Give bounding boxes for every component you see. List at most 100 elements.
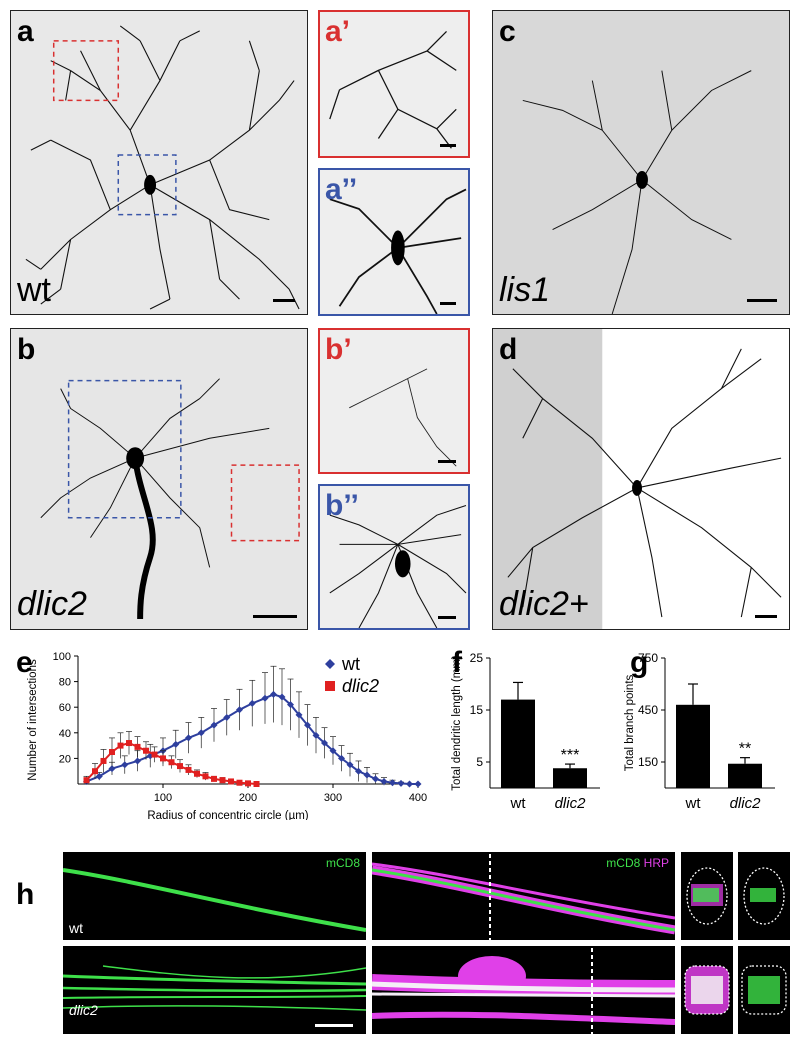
y-tick-label: 750 [638, 651, 658, 665]
data-point-wt [346, 761, 354, 769]
neuron-dlic2-image [11, 329, 307, 629]
y-tick-label: 150 [638, 755, 658, 769]
data-point-dlic2 [134, 743, 141, 750]
data-point-dlic2 [151, 751, 158, 758]
neuron-wt-image [11, 11, 307, 314]
scale-bar [273, 299, 295, 302]
y-tick-label: 40 [59, 728, 71, 740]
wt-row-label: wt [69, 920, 83, 936]
panel-label-b: b [17, 333, 36, 366]
genotype-label-dlic2-rescue: dlic2+ [499, 585, 589, 623]
scale-bar [755, 615, 777, 618]
data-point-wt [380, 777, 388, 785]
panel-a-double-prime-image: a’’ [318, 168, 470, 316]
data-point-wt [223, 713, 231, 721]
x-tick-label: 400 [409, 792, 427, 804]
panel-b-double-prime-image: b’’ [318, 484, 470, 630]
mcd8-channel-label: mCD8 [325, 856, 360, 870]
panel-c-image: c lis1 [492, 10, 790, 315]
data-point-dlic2 [228, 778, 234, 785]
data-point-dlic2 [185, 766, 192, 773]
data-point-wt [134, 757, 141, 765]
sholl-chart: 20 40 60 80 100 100 200 300 400 Radius of concent… [27, 651, 427, 820]
panel-a-prime-image: a’ [318, 10, 470, 158]
panel-b-prime-image: b’ [318, 328, 470, 474]
data-point-dlic2 [253, 781, 260, 787]
data-point-dlic2 [211, 775, 217, 782]
data-point-dlic2 [219, 777, 226, 784]
data-point-wt [121, 761, 129, 769]
bar-wt [676, 704, 710, 788]
data-point-wt [363, 771, 371, 779]
data-point-wt [185, 734, 192, 742]
wt-merge-image: mCD8 HRP [372, 852, 675, 940]
zoom-blue-dlic2 [320, 486, 468, 628]
wt-cross-section-mcd8 [738, 852, 790, 940]
x-tick-label: 200 [239, 792, 257, 804]
panel-label-a-prime: a’ [325, 15, 351, 48]
data-point-wt [287, 701, 294, 709]
data-point-wt [406, 780, 413, 788]
data-point-dlic2 [92, 768, 98, 775]
data-point-wt [108, 765, 116, 773]
y-axis-label: Total dendritic length (mm) [451, 655, 463, 791]
panel-label-b-prime: b’ [325, 333, 352, 366]
panel-label-h: h [16, 878, 35, 911]
neuron-lis1-image [493, 11, 789, 314]
mcd8-channel-label: mCD8 [606, 856, 641, 870]
bar-wt [501, 699, 535, 788]
zoom-red-wt [320, 12, 468, 156]
data-point-dlic2 [109, 749, 115, 755]
data-point-dlic2 [202, 773, 209, 780]
scale-bar [440, 144, 456, 147]
category-label-dlic2: dlic2 [555, 795, 587, 812]
y-tick-label: 5 [476, 755, 483, 769]
data-point-dlic2 [177, 763, 183, 770]
data-point-wt [397, 779, 405, 787]
data-point-wt [312, 731, 320, 739]
genotype-label-lis1: lis1 [499, 271, 551, 309]
data-point-wt [372, 775, 379, 783]
panel-label-c: c [499, 15, 516, 48]
x-tick-label: 100 [154, 792, 172, 804]
scale-bar [253, 615, 297, 618]
panel-d-image: d dlic2+ [492, 328, 790, 630]
x-tick-label: 300 [324, 792, 342, 804]
data-point-wt [338, 754, 345, 762]
panel-label-f: f [452, 646, 462, 679]
dlic2-mcd8-image: dlic2 [63, 946, 366, 1034]
scale-bar [747, 299, 777, 302]
legend-label-dlic2: dlic2 [342, 676, 379, 696]
scale-bar [438, 460, 456, 463]
scale-bar [315, 1024, 353, 1027]
data-point-wt [95, 772, 103, 780]
y-tick-label: 20 [59, 753, 71, 765]
data-point-dlic2 [236, 779, 243, 786]
data-point-dlic2 [160, 755, 166, 762]
significance-marker: ** [739, 741, 751, 758]
y-tick-label: 80 [59, 677, 71, 689]
data-point-dlic2 [83, 777, 90, 784]
panel-label-g: g [630, 646, 649, 679]
genotype-label-wt: wt [17, 271, 51, 309]
data-point-wt [236, 706, 243, 714]
scale-bar [440, 302, 456, 305]
legend-marker-wt [325, 659, 335, 669]
panel-label-a-double-prime: a’’ [325, 173, 358, 206]
zoom-red-dlic2 [320, 330, 468, 472]
data-point-wt [304, 721, 311, 729]
legend-marker-dlic2 [325, 681, 335, 691]
data-point-wt [355, 767, 362, 775]
data-point-dlic2 [117, 742, 124, 749]
panel-b-image: b dlic2 [10, 328, 308, 630]
hrp-channel-label: HRP [643, 856, 669, 870]
y-tick-label: 100 [53, 651, 71, 663]
zoom-blue-wt [320, 170, 468, 314]
panel-label-b-double-prime: b’’ [325, 489, 359, 522]
y-tick-label: 15 [470, 703, 484, 717]
neuron-dlic2-rescue-image [493, 329, 789, 629]
category-label-wt: wt [685, 795, 702, 812]
dlic2-cross-section-mcd8 [738, 946, 790, 1034]
data-point-dlic2 [100, 757, 107, 764]
data-point-dlic2 [126, 740, 132, 747]
